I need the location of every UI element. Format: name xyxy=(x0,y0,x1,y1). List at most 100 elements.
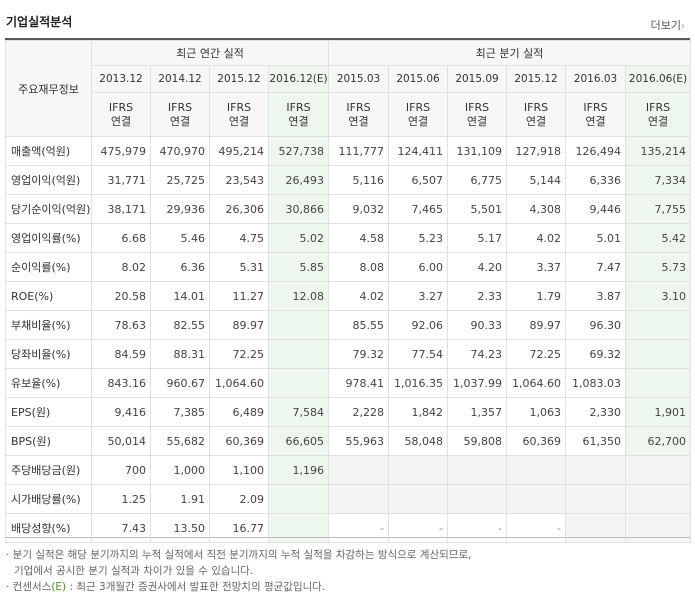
table-cell: 60,369 xyxy=(209,426,269,456)
table-cell: 1,196 xyxy=(267,455,330,485)
table-cell: 66,605 xyxy=(267,426,330,456)
ifrs-label: IFRS xyxy=(405,100,431,114)
footnote-3-text: : 최근 3개월간 증권사에서 발표한 전망치의 평균값입니다. xyxy=(69,581,326,593)
ifrs-label: IFRS xyxy=(108,100,134,114)
table-cell: 92.06 xyxy=(388,310,449,340)
table-cell: 8.02 xyxy=(91,252,151,282)
table-cell: 77.54 xyxy=(388,339,449,369)
table-cell: 6.36 xyxy=(150,252,210,282)
table-cell: 55,682 xyxy=(150,426,210,456)
more-link[interactable]: 더보기› xyxy=(651,17,685,33)
table-cell: 5.23 xyxy=(388,223,449,253)
ifrs-label: IFRS xyxy=(226,100,252,114)
table-cell: 4.02 xyxy=(506,223,567,253)
table-row: BPS(원) 50,014 55,682 60,369 66,605 55,963 58,0… xyxy=(5,426,692,456)
table-cell xyxy=(328,484,390,514)
table-cell: 89.97 xyxy=(506,310,567,340)
table-cell: 1,064.60 xyxy=(506,368,567,398)
table-cell: 62,700 xyxy=(625,426,692,456)
table-cell: 14.01 xyxy=(150,281,210,311)
table-cell: 50,014 xyxy=(91,426,151,456)
ifrs-header: IFRS 연결 xyxy=(506,92,567,137)
table-row: 순이익률(%) 8.02 6.36 5.31 5.85 8.08 6.00 4.20 3.37 7… xyxy=(5,252,692,282)
table-cell: 12.08 xyxy=(267,281,330,311)
table-row: 배당성향(%) 7.43 13.50 16.77- - - - xyxy=(5,513,692,543)
table-cell: 30,866 xyxy=(267,194,330,224)
table-cell: 1.91 xyxy=(150,484,210,514)
table-cell: 3.87 xyxy=(565,281,627,311)
table-cell: 2.33 xyxy=(447,281,508,311)
table-cell: 2,330 xyxy=(565,397,627,427)
ifrs-consolidated-label: 연결 xyxy=(348,114,369,128)
table-cell: 20.58 xyxy=(91,281,151,311)
ifrs-header: IFRS 연결 xyxy=(388,92,449,137)
row-label: 당기순이익(억원) xyxy=(5,194,92,224)
table-cell: 6.00 xyxy=(388,252,449,282)
table-cell: - xyxy=(328,513,390,543)
table-cell xyxy=(267,339,330,369)
table-cell: 527,738 xyxy=(267,136,330,166)
ifrs-label: IFRS xyxy=(645,100,671,114)
table-cell: - xyxy=(388,513,449,543)
table-cell: 84.59 xyxy=(91,339,151,369)
table-cell: 1.79 xyxy=(506,281,567,311)
row-label: 부채비율(%) xyxy=(5,310,92,340)
table-cell: 127,918 xyxy=(506,136,567,166)
ifrs-consolidated-label: 연결 xyxy=(288,114,309,128)
section-title: 기업실적분석 xyxy=(6,15,73,29)
bottom-rule xyxy=(5,537,690,538)
table-cell: - xyxy=(506,513,567,543)
table-cell: 4,308 xyxy=(506,194,567,224)
table-cell: 131,109 xyxy=(447,136,508,166)
group-annual-header: 최근 연간 실적 xyxy=(90,40,330,66)
ifrs-consolidated-label: 연결 xyxy=(525,114,547,128)
table-cell xyxy=(267,310,330,340)
ifrs-label: IFRS xyxy=(286,100,311,114)
table-cell xyxy=(388,455,449,485)
table-cell: 74.23 xyxy=(447,339,508,369)
ifrs-consolidated-label: 연결 xyxy=(228,114,250,128)
table-row: ROE(%) 20.58 14.01 11.27 12.08 4.02 3.27 2.33 1.… xyxy=(5,281,692,311)
footnote-3-estimate-mark: (E) xyxy=(51,581,67,593)
ifrs-label: IFRS xyxy=(346,100,371,114)
period-header: 2015.03 xyxy=(328,65,390,93)
table-cell: 4.58 xyxy=(328,223,390,253)
table-cell: 38,171 xyxy=(91,194,151,224)
table-cell: 960.67 xyxy=(150,368,210,398)
ifrs-consolidated-label: 연결 xyxy=(110,114,132,128)
table-cell: 700 xyxy=(91,455,151,485)
table-cell: 6,489 xyxy=(209,397,269,427)
table-cell: 1,037.99 xyxy=(447,368,508,398)
row-label: EPS(원) xyxy=(5,397,92,427)
table-cell: 61,350 xyxy=(565,426,627,456)
table-cell: 4.75 xyxy=(209,223,269,253)
table-cell: 9,032 xyxy=(328,194,390,224)
table-cell: 1,083.03 xyxy=(565,368,627,398)
footnote-2: 기업에서 공시한 분기 실적과 차이가 있을 수 있습니다. xyxy=(14,565,254,577)
table-row: 주당배당금(원) 700 1,000 1,100 1,196 xyxy=(5,455,692,485)
table-cell: 1,100 xyxy=(209,455,269,485)
table-cell: 72.25 xyxy=(209,339,269,369)
table-cell: 1,000 xyxy=(150,455,210,485)
period-header: 2013.12 xyxy=(91,65,151,93)
ifrs-consolidated-label: 연결 xyxy=(466,114,488,128)
period-header: 2014.12 xyxy=(150,65,210,93)
table-cell: 5.31 xyxy=(209,252,269,282)
table-row: 영업이익률(%) 6.68 5.46 4.75 5.02 4.58 5.23 5.17 4.02… xyxy=(5,223,692,253)
table-cell: 96.30 xyxy=(565,310,627,340)
table-cell: 1,901 xyxy=(625,397,692,427)
table-cell: 6.68 xyxy=(91,223,151,253)
table-cell: 1,063 xyxy=(506,397,567,427)
table-row: EPS(원) 9,416 7,385 6,489 7,584 2,228 1,842 1,35… xyxy=(5,397,692,427)
ifrs-header: IFRS 연결 xyxy=(565,92,627,137)
table-cell xyxy=(565,455,627,485)
ifrs-header: IFRS 연결 xyxy=(150,92,210,137)
table-cell: 111,777 xyxy=(328,136,390,166)
table-cell xyxy=(625,455,692,485)
table-cell: 7,465 xyxy=(388,194,449,224)
table-cell: 29,936 xyxy=(150,194,210,224)
table-cell: 6,507 xyxy=(388,165,449,195)
row-label: BPS(원) xyxy=(5,426,92,456)
table-cell: 60,369 xyxy=(506,426,567,456)
table-row: 시가배당률(%) 1.25 1.91 2.09 xyxy=(5,484,692,514)
